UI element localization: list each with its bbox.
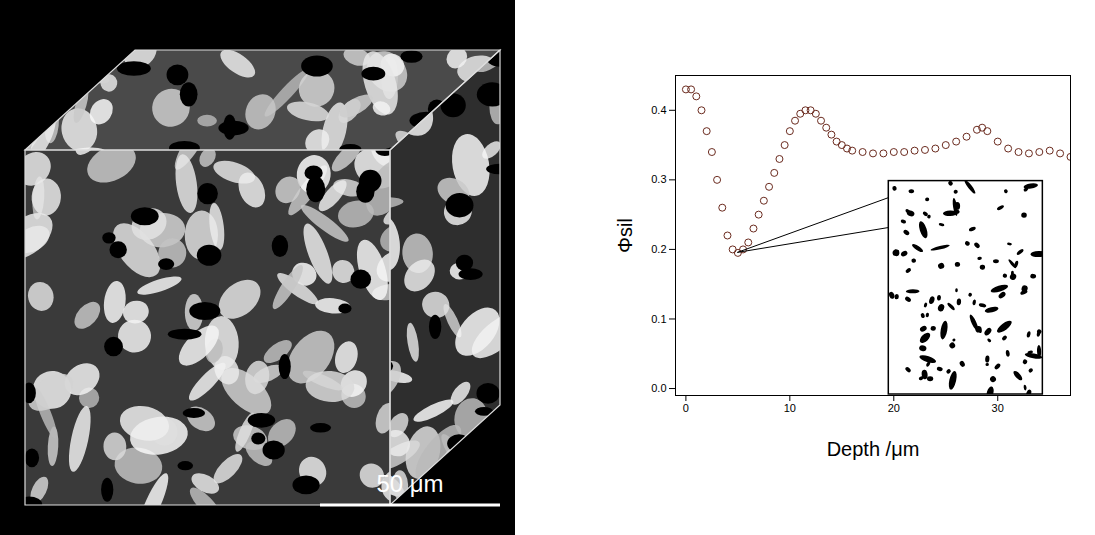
svg-text:0.0: 0.0 xyxy=(651,382,666,394)
svg-text:Depth /μm: Depth /μm xyxy=(827,438,920,460)
svg-text:20: 20 xyxy=(888,402,900,414)
svg-text:0: 0 xyxy=(683,402,689,414)
svg-text:0.4: 0.4 xyxy=(651,104,666,116)
svg-text:0.1: 0.1 xyxy=(651,312,666,324)
svg-text:30: 30 xyxy=(992,402,1004,414)
svg-text:0.2: 0.2 xyxy=(651,243,666,255)
svg-text:0.3: 0.3 xyxy=(651,173,666,185)
svg-text:50 μm: 50 μm xyxy=(376,470,443,497)
svg-text:Φsil: Φsil xyxy=(614,218,636,253)
svg-text:10: 10 xyxy=(784,402,796,414)
